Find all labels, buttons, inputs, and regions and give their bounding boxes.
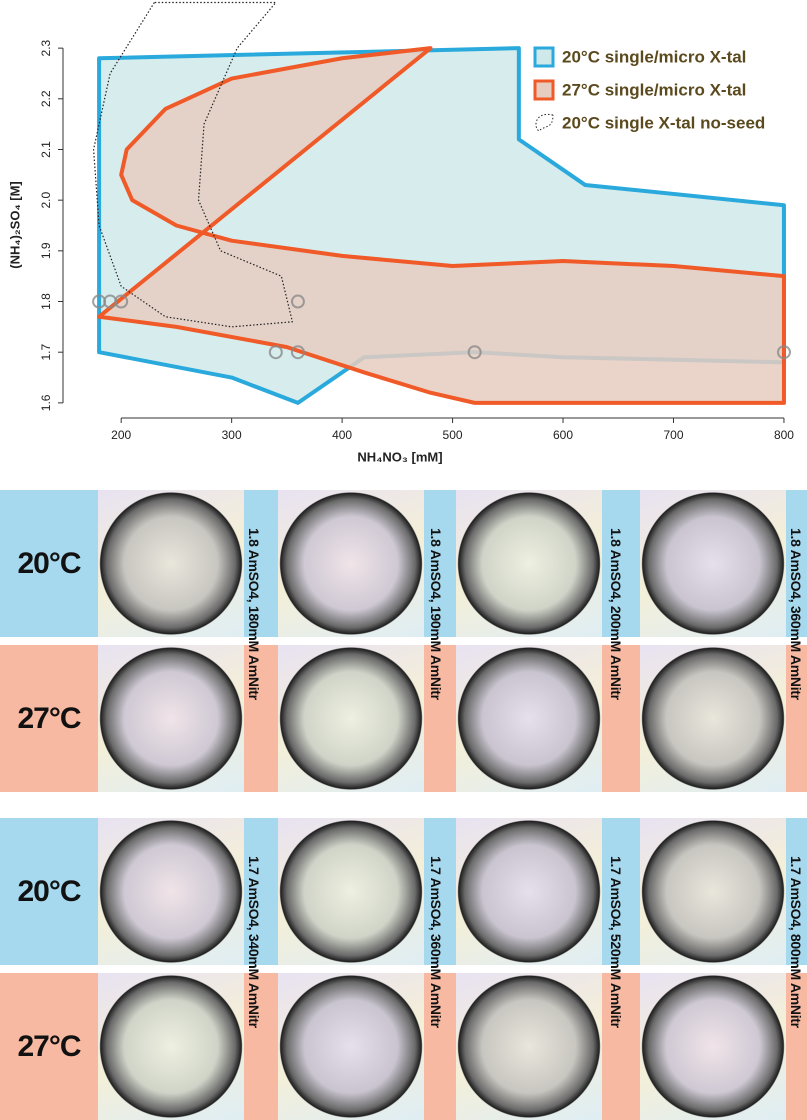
y-tick-label: 2.0: [39, 191, 53, 208]
micrograph: [278, 645, 424, 792]
x-tick-label: 600: [553, 428, 573, 442]
micrograph: [456, 818, 602, 965]
regions: [99, 48, 784, 403]
page: NH₄NO₃ [mM] (NH₄)₂SO₄ [M] 1.6 1.7 1.8 1.9 2.…: [0, 0, 807, 1115]
chart: NH₄NO₃ [mM] (NH₄)₂SO₄ [M] 1.6 1.7 1.8 1.9 2.…: [0, 0, 807, 470]
condition-label: 1.8 AmSO4, 200mM AmNitr: [608, 528, 624, 700]
condition-label: 1.8 AmSO4, 180mM AmNitr: [246, 528, 262, 700]
legend-swatch: [535, 48, 553, 66]
legend-label: 20°C single/micro X-tal: [562, 47, 746, 66]
x-tick-label: 700: [663, 428, 683, 442]
legend-swatch: [535, 81, 553, 99]
photo-row: 20°C: [0, 818, 807, 965]
condition-label: 1.8 AmSO4, 360mM AmNitr: [788, 528, 804, 700]
condition-label: 1.8 AmSO4, 190mM AmNitr: [428, 528, 444, 700]
row-label: 20°C: [0, 490, 98, 637]
condition-label: 1.7 AmSO4, 340mM AmNitr: [246, 856, 262, 1028]
micrograph: [278, 818, 424, 965]
legend-swatch: [536, 114, 553, 131]
condition-label: 1.7 AmSO4, 800mM AmNitr: [788, 856, 804, 1028]
legend-label: 20°C single X-tal no-seed: [562, 113, 765, 132]
photo-row: 27°C: [0, 973, 807, 1120]
micrograph: [456, 645, 602, 792]
x-axis-title: NH₄NO₃ [mM]: [357, 449, 442, 464]
micrograph: [98, 818, 244, 965]
condition-label: 1.7 AmSO4, 520mM AmNitr: [608, 856, 624, 1028]
x-tick-label: 200: [111, 428, 131, 442]
y-tick-label: 1.7: [39, 344, 53, 361]
photo-row: 20°C: [0, 490, 807, 637]
micrograph: [278, 973, 424, 1120]
x-tick-label: 300: [222, 428, 242, 442]
y-tick-label: 2.3: [39, 39, 53, 56]
micrograph: [640, 973, 786, 1120]
micrograph: [278, 490, 424, 637]
micrograph: [640, 818, 786, 965]
y-tick-label: 2.2: [39, 90, 53, 107]
row-label: 27°C: [0, 645, 98, 792]
micrograph: [98, 490, 244, 637]
row-label: 20°C: [0, 818, 98, 965]
y-tick-label: 2.1: [39, 141, 53, 158]
x-tick-label: 500: [443, 428, 463, 442]
legend-label: 27°C single/micro X-tal: [562, 80, 746, 99]
photo-row: 27°C: [0, 645, 807, 792]
micrograph: [98, 645, 244, 792]
y-tick-label: 1.6: [39, 394, 53, 411]
x-tick-label: 800: [774, 428, 794, 442]
micrograph: [98, 973, 244, 1120]
x-tick-label: 400: [332, 428, 352, 442]
micrograph: [456, 490, 602, 637]
y-tick-label: 1.8: [39, 293, 53, 310]
micrograph: [640, 490, 786, 637]
y-tick-label: 1.9: [39, 242, 53, 259]
micrograph: [640, 645, 786, 792]
row-label: 27°C: [0, 973, 98, 1120]
micrograph: [456, 973, 602, 1120]
y-axis-title: (NH₄)₂SO₄ [M]: [7, 181, 22, 268]
condition-label: 1.7 AmSO4, 360mM AmNitr: [428, 856, 444, 1028]
